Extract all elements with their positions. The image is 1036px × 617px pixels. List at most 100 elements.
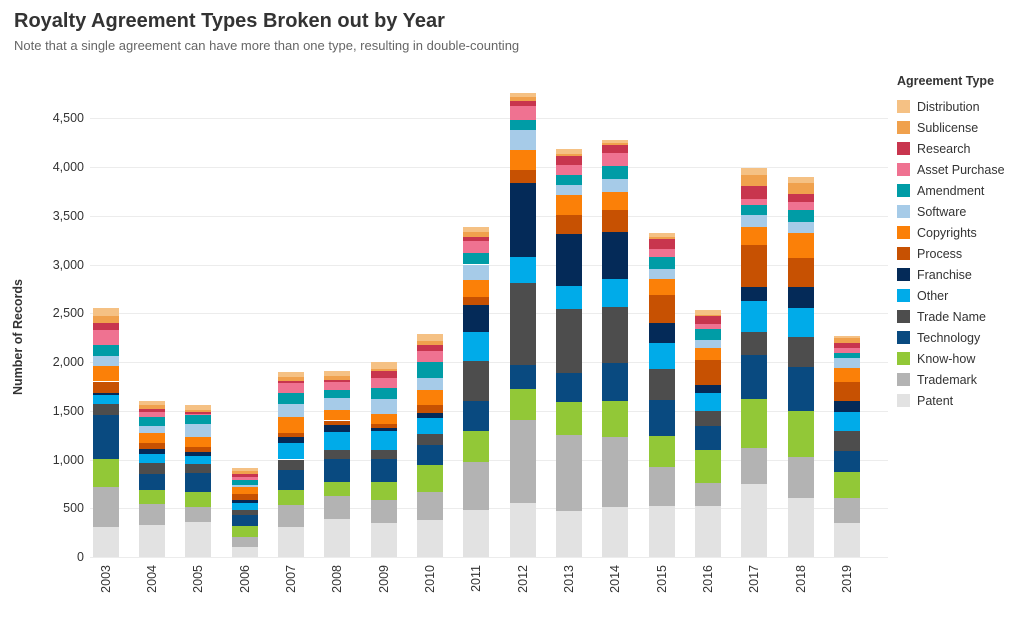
bar-segment-other-2016[interactable] bbox=[695, 392, 722, 412]
bar-segment-other-2008[interactable] bbox=[324, 432, 351, 450]
bar-segment-sublicense-2018[interactable] bbox=[787, 183, 814, 195]
bar-segment-distribution-2006[interactable] bbox=[231, 468, 258, 471]
bar-segment-franchise-2011[interactable] bbox=[463, 304, 490, 332]
bar-segment-other-2015[interactable] bbox=[648, 342, 675, 369]
bar-segment-franchise-2012[interactable] bbox=[509, 183, 536, 257]
bar-segment-copyrights-2006[interactable] bbox=[231, 487, 258, 495]
bar-segment-trade-name-2005[interactable] bbox=[185, 463, 212, 473]
bar-segment-franchise-2014[interactable] bbox=[602, 231, 629, 279]
bar-segment-research-2011[interactable] bbox=[463, 236, 490, 242]
bar-segment-asset-purchase-2013[interactable] bbox=[556, 164, 582, 175]
bar-segment-technology-2008[interactable] bbox=[324, 458, 351, 482]
bar-segment-other-2007[interactable] bbox=[277, 442, 304, 460]
bar-segment-other-2009[interactable] bbox=[370, 431, 397, 451]
bar-segment-know-how-2013[interactable] bbox=[556, 401, 582, 436]
legend-item-distribution[interactable]: Distribution bbox=[897, 96, 1033, 117]
legend-item-asset-purchase[interactable]: Asset Purchase bbox=[897, 159, 1033, 180]
bar-segment-franchise-2016[interactable] bbox=[695, 385, 722, 393]
bar-segment-sublicense-2008[interactable] bbox=[324, 375, 351, 381]
bar-segment-software-2012[interactable] bbox=[509, 130, 536, 150]
bar-segment-other-2017[interactable] bbox=[741, 301, 768, 332]
bar-segment-asset-purchase-2008[interactable] bbox=[324, 382, 351, 390]
bar-segment-copyrights-2008[interactable] bbox=[324, 409, 351, 421]
bar-segment-patent-2008[interactable] bbox=[324, 519, 351, 557]
bar-segment-software-2005[interactable] bbox=[185, 423, 212, 437]
bar-segment-asset-purchase-2004[interactable] bbox=[138, 411, 165, 418]
bar-segment-research-2007[interactable] bbox=[277, 380, 304, 383]
bar-segment-patent-2016[interactable] bbox=[695, 505, 722, 557]
legend-item-franchise[interactable]: Franchise bbox=[897, 264, 1033, 285]
bar-segment-distribution-2004[interactable] bbox=[138, 401, 165, 406]
bar-segment-process-2016[interactable] bbox=[695, 359, 722, 386]
bar-segment-other-2019[interactable] bbox=[834, 412, 861, 431]
bar-segment-process-2003[interactable] bbox=[92, 381, 119, 394]
bar-segment-distribution-2016[interactable] bbox=[695, 310, 722, 315]
bar-segment-process-2009[interactable] bbox=[370, 424, 397, 428]
bar-segment-amendment-2014[interactable] bbox=[602, 165, 629, 179]
bar-segment-know-how-2009[interactable] bbox=[370, 482, 397, 500]
bar-segment-copyrights-2016[interactable] bbox=[695, 347, 722, 360]
legend-item-know-how[interactable]: Know-how bbox=[897, 348, 1033, 369]
bar-segment-know-how-2011[interactable] bbox=[463, 431, 490, 462]
legend-item-amendment[interactable]: Amendment bbox=[897, 180, 1033, 201]
bar-segment-patent-2005[interactable] bbox=[185, 521, 212, 557]
legend-item-technology[interactable]: Technology bbox=[897, 327, 1033, 348]
bar-segment-process-2008[interactable] bbox=[324, 420, 351, 426]
bar-segment-trade-name-2006[interactable] bbox=[231, 509, 258, 516]
bar-segment-software-2011[interactable] bbox=[463, 264, 490, 281]
bar-segment-franchise-2003[interactable] bbox=[92, 393, 119, 395]
bar-segment-trademark-2018[interactable] bbox=[787, 456, 814, 498]
bar-segment-distribution-2018[interactable] bbox=[787, 177, 814, 184]
bar-segment-amendment-2008[interactable] bbox=[324, 389, 351, 398]
bar-segment-asset-purchase-2009[interactable] bbox=[370, 378, 397, 389]
bar-segment-copyrights-2005[interactable] bbox=[185, 436, 212, 447]
bar-segment-distribution-2011[interactable] bbox=[463, 227, 490, 233]
bar-segment-technology-2018[interactable] bbox=[787, 367, 814, 411]
bar-segment-process-2013[interactable] bbox=[556, 215, 582, 234]
bar-segment-trademark-2006[interactable] bbox=[231, 536, 258, 547]
bar-segment-patent-2011[interactable] bbox=[463, 510, 490, 557]
bar-segment-trademark-2010[interactable] bbox=[416, 492, 443, 521]
bar-segment-copyrights-2010[interactable] bbox=[416, 390, 443, 406]
bar-segment-process-2012[interactable] bbox=[509, 169, 536, 184]
bar-segment-trademark-2007[interactable] bbox=[277, 505, 304, 527]
bar-segment-trade-name-2015[interactable] bbox=[648, 368, 675, 400]
bar-segment-patent-2014[interactable] bbox=[602, 506, 629, 557]
bar-segment-trademark-2016[interactable] bbox=[695, 482, 722, 506]
bar-segment-copyrights-2009[interactable] bbox=[370, 414, 397, 425]
bar-segment-sublicense-2006[interactable] bbox=[231, 470, 258, 475]
bar-segment-patent-2010[interactable] bbox=[416, 520, 443, 557]
bar-segment-technology-2006[interactable] bbox=[231, 515, 258, 527]
bar-segment-trade-name-2008[interactable] bbox=[324, 449, 351, 459]
bar-segment-patent-2007[interactable] bbox=[277, 526, 304, 557]
bar-segment-software-2004[interactable] bbox=[138, 425, 165, 434]
bar-segment-distribution-2012[interactable] bbox=[509, 92, 536, 97]
bar-segment-sublicense-2015[interactable] bbox=[648, 236, 675, 239]
bar-segment-copyrights-2019[interactable] bbox=[834, 367, 861, 382]
bar-segment-other-2003[interactable] bbox=[92, 394, 119, 404]
bar-segment-technology-2007[interactable] bbox=[277, 469, 304, 491]
bar-segment-research-2017[interactable] bbox=[741, 186, 768, 199]
legend-item-sublicense[interactable]: Sublicense bbox=[897, 117, 1033, 138]
bar-segment-other-2011[interactable] bbox=[463, 331, 490, 362]
bar-segment-other-2018[interactable] bbox=[787, 307, 814, 338]
bar-segment-amendment-2019[interactable] bbox=[834, 352, 861, 358]
bar-segment-copyrights-2011[interactable] bbox=[463, 280, 490, 297]
bar-segment-distribution-2009[interactable] bbox=[370, 362, 397, 369]
bar-segment-research-2012[interactable] bbox=[509, 101, 536, 106]
bar-segment-distribution-2003[interactable] bbox=[92, 308, 119, 317]
bar-segment-sublicense-2007[interactable] bbox=[277, 376, 304, 381]
bar-segment-trademark-2011[interactable] bbox=[463, 461, 490, 511]
bar-segment-software-2016[interactable] bbox=[695, 339, 722, 348]
bar-segment-trademark-2009[interactable] bbox=[370, 499, 397, 523]
bar-segment-research-2004[interactable] bbox=[138, 409, 165, 412]
legend-item-patent[interactable]: Patent bbox=[897, 390, 1033, 411]
bar-segment-franchise-2008[interactable] bbox=[324, 425, 351, 433]
bar-segment-technology-2012[interactable] bbox=[509, 364, 536, 390]
bar-segment-research-2016[interactable] bbox=[695, 316, 722, 325]
bar-segment-sublicense-2009[interactable] bbox=[370, 368, 397, 372]
bar-segment-copyrights-2017[interactable] bbox=[741, 226, 768, 245]
bar-segment-research-2006[interactable] bbox=[231, 474, 258, 477]
bar-segment-technology-2015[interactable] bbox=[648, 399, 675, 436]
bar-segment-software-2013[interactable] bbox=[556, 185, 582, 196]
